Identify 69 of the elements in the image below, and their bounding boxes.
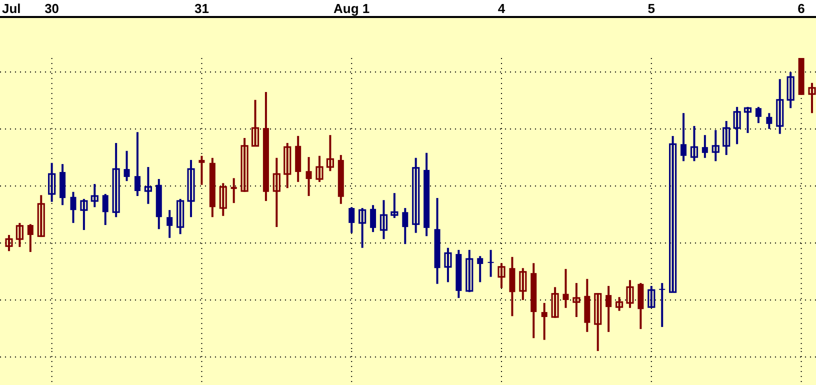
candlestick [306,156,312,198]
x-tick-label: 30 [44,1,60,16]
candlestick [80,198,88,231]
candlestick [112,142,120,218]
candlestick [144,166,152,205]
candlestick [402,207,408,246]
x-tick-label: Jul [2,1,21,16]
candlestick [766,112,772,130]
x-tick-label: 5 [648,1,656,16]
candlestick [551,286,559,319]
candlestick [48,162,56,203]
candlestick [134,131,140,198]
candlestick [722,120,730,156]
candlestick [251,98,260,147]
candlestick [808,82,816,114]
candlestick [444,246,452,284]
candlestick [284,142,292,190]
candlestick [272,156,280,228]
candlestick [466,248,474,294]
candlestick [102,192,108,226]
x-tick-label: 31 [194,1,209,16]
candlestick [572,282,580,318]
candlestick [412,156,420,234]
candlestick [519,267,527,302]
candlestick [5,234,13,252]
candlestick [124,150,130,182]
candlestick [680,112,687,162]
candlestick [198,154,205,186]
candlestick [690,124,698,162]
candlestick [776,78,784,135]
candlestick [166,209,173,239]
candlestick [358,207,366,249]
x-tick-label: 4 [498,1,506,16]
candlestick [316,154,324,183]
candlestick [219,182,227,217]
candlestick [380,199,388,240]
candlestick [669,134,677,294]
candlestick [712,129,720,162]
candlestick [16,222,24,248]
candlestick [326,134,334,172]
candlestick [606,284,612,333]
candlestick [390,192,398,219]
candlestick [370,204,376,234]
candlestick [90,182,98,208]
candlestick [626,279,634,309]
candlestick [176,198,184,236]
candlestick [348,206,355,234]
candlestick [702,134,708,159]
candlestick [594,292,602,352]
x-tick-label: Aug 1 [334,1,370,16]
candlestick [755,106,762,124]
candlestick [562,268,569,309]
candlestick [786,71,794,110]
candlestick [187,158,195,218]
candlestick [27,223,34,253]
candlestick [37,194,45,238]
candlestick [615,296,624,312]
candlestick [230,177,237,204]
candlestick [541,302,548,341]
candlestick [744,106,752,134]
candlestick [659,282,666,328]
candlestick [498,262,506,290]
candlestick [488,248,494,278]
candlestick [240,136,248,193]
candlestick [733,106,741,146]
candlestick [70,190,76,224]
x-tick-label: 6 [798,1,805,16]
candlestick [648,284,656,309]
candlestick [477,255,484,284]
